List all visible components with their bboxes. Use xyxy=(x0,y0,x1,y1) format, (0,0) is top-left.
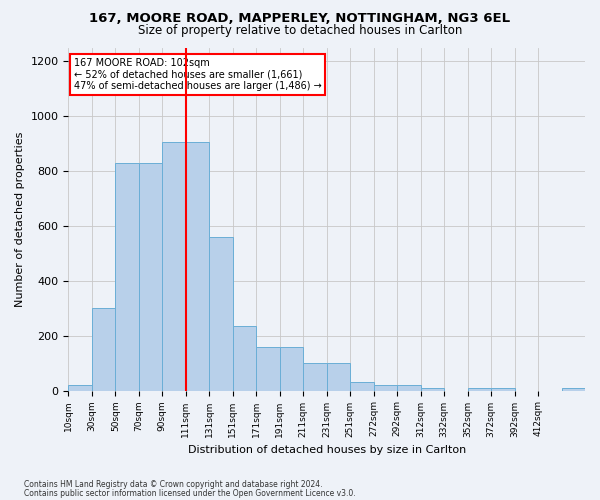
Bar xyxy=(115,163,139,390)
Bar xyxy=(68,385,92,390)
Bar xyxy=(256,346,280,391)
Bar xyxy=(491,388,515,390)
Bar xyxy=(209,237,233,390)
Bar xyxy=(397,385,421,390)
Bar xyxy=(467,388,491,390)
X-axis label: Distribution of detached houses by size in Carlton: Distribution of detached houses by size … xyxy=(188,445,466,455)
Bar xyxy=(374,385,397,390)
Text: Contains HM Land Registry data © Crown copyright and database right 2024.: Contains HM Land Registry data © Crown c… xyxy=(24,480,323,489)
Bar xyxy=(186,142,209,390)
Text: Contains public sector information licensed under the Open Government Licence v3: Contains public sector information licen… xyxy=(24,488,356,498)
Bar xyxy=(303,363,327,390)
Text: Size of property relative to detached houses in Carlton: Size of property relative to detached ho… xyxy=(138,24,462,37)
Text: 167, MOORE ROAD, MAPPERLEY, NOTTINGHAM, NG3 6EL: 167, MOORE ROAD, MAPPERLEY, NOTTINGHAM, … xyxy=(89,12,511,26)
Bar xyxy=(280,346,303,391)
Bar xyxy=(233,326,256,390)
Bar xyxy=(92,308,115,390)
Y-axis label: Number of detached properties: Number of detached properties xyxy=(15,132,25,306)
Bar xyxy=(327,363,350,390)
Bar xyxy=(350,382,374,390)
Text: 167 MOORE ROAD: 102sqm
← 52% of detached houses are smaller (1,661)
47% of semi-: 167 MOORE ROAD: 102sqm ← 52% of detached… xyxy=(74,58,322,91)
Bar xyxy=(562,388,585,390)
Bar xyxy=(421,388,444,390)
Bar xyxy=(139,163,163,390)
Bar xyxy=(163,142,186,390)
